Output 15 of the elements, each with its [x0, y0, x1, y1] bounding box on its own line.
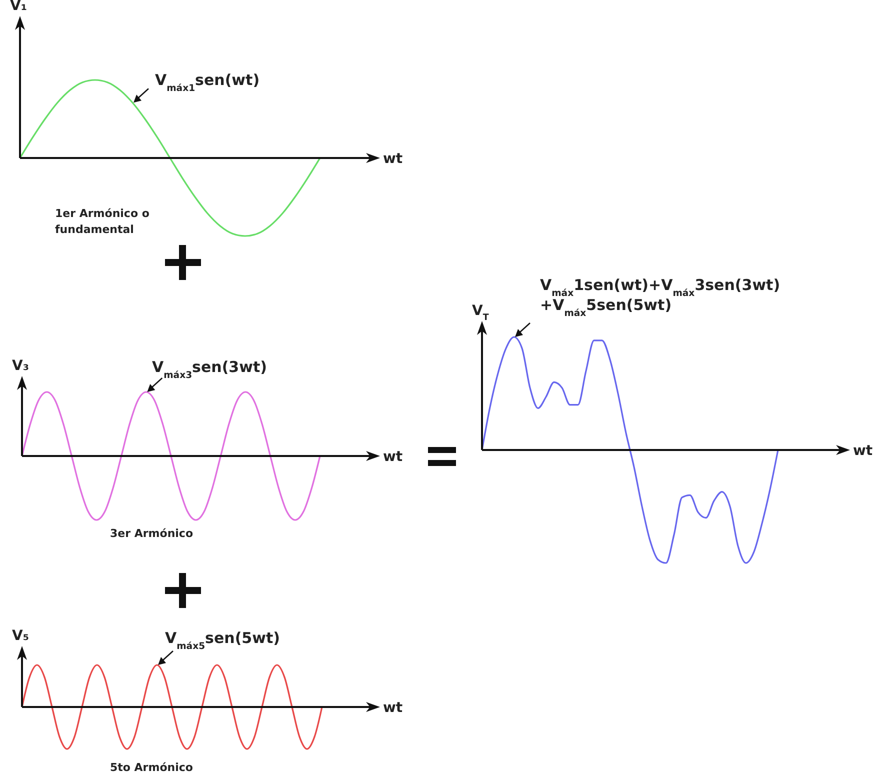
x-axis-title: wt [383, 449, 403, 465]
x-axis-title: wt [853, 443, 873, 459]
text: V$_{máx}$1sen(wt)+V$_{máx}$3sen(3wt) +V$_{máx}$5sen(5wt) [540, 276, 780, 318]
y-axis-title: V$_{T}$ [472, 303, 489, 323]
x-axis-title: wt [383, 700, 403, 716]
annotation: 1er Armónico o fundamental [55, 207, 150, 236]
text: V$_{máx5}$sen(5wt) [165, 629, 280, 652]
annotation: V$_{máx1}$sen(wt) [155, 71, 260, 94]
y-axis-title: V₁ [10, 0, 27, 14]
y-axis-title: V₃ [12, 358, 29, 374]
text: 5to Armónico [110, 761, 194, 774]
text: 3er Armónico [110, 527, 194, 540]
text: V$_{máx3}$sen(3wt) [152, 358, 268, 380]
x-axis-title: wt [383, 151, 403, 167]
y-axis-title: V₅ [12, 628, 29, 644]
